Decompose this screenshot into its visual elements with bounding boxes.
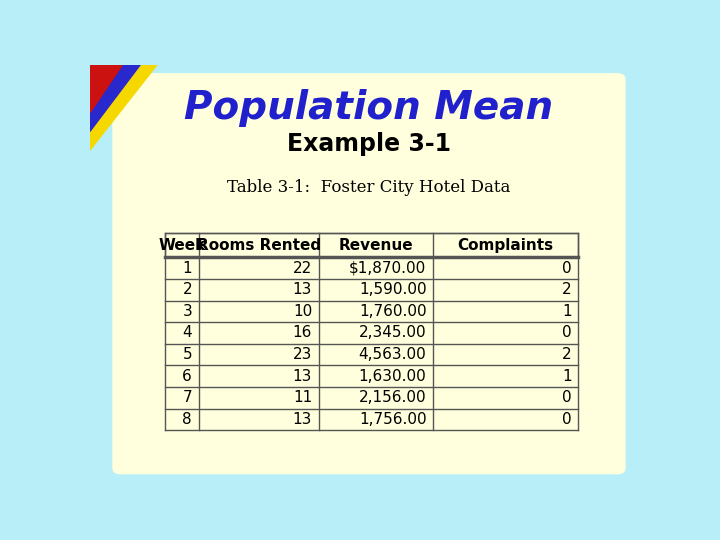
- Text: Revenue: Revenue: [338, 238, 413, 253]
- Text: 22: 22: [293, 261, 312, 275]
- Text: 1: 1: [562, 369, 572, 384]
- Text: Week: Week: [158, 238, 206, 253]
- Bar: [166, 301, 578, 322]
- Text: 2,345.00: 2,345.00: [359, 326, 426, 341]
- Text: Rooms Rented: Rooms Rented: [197, 238, 321, 253]
- Text: 0: 0: [562, 261, 572, 275]
- Text: 1,630.00: 1,630.00: [359, 369, 426, 384]
- Bar: [166, 258, 578, 279]
- Text: 1,590.00: 1,590.00: [359, 282, 426, 297]
- Text: 3: 3: [182, 304, 192, 319]
- Text: $1,870.00: $1,870.00: [349, 261, 426, 275]
- Text: 8: 8: [182, 412, 192, 427]
- Bar: [166, 279, 578, 301]
- FancyBboxPatch shape: [112, 73, 626, 474]
- Text: 2: 2: [562, 347, 572, 362]
- Bar: [166, 233, 578, 258]
- Text: 4: 4: [182, 326, 192, 341]
- Bar: [166, 322, 578, 344]
- Text: 0: 0: [562, 390, 572, 406]
- Polygon shape: [90, 65, 157, 150]
- Text: 10: 10: [293, 304, 312, 319]
- Bar: [166, 387, 578, 409]
- Bar: [166, 366, 578, 387]
- Text: Table 3-1:  Foster City Hotel Data: Table 3-1: Foster City Hotel Data: [228, 179, 510, 196]
- Text: 13: 13: [293, 412, 312, 427]
- Text: 1: 1: [182, 261, 192, 275]
- Text: 2: 2: [182, 282, 192, 297]
- Text: 2,156.00: 2,156.00: [359, 390, 426, 406]
- Bar: [166, 344, 578, 366]
- Text: 13: 13: [293, 369, 312, 384]
- Polygon shape: [90, 65, 140, 131]
- Text: 1: 1: [562, 304, 572, 319]
- Text: 7: 7: [182, 390, 192, 406]
- Text: Population Mean: Population Mean: [184, 90, 554, 127]
- Text: 2: 2: [562, 282, 572, 297]
- Text: 16: 16: [293, 326, 312, 341]
- Text: 23: 23: [293, 347, 312, 362]
- Text: 1,760.00: 1,760.00: [359, 304, 426, 319]
- Text: 0: 0: [562, 412, 572, 427]
- Text: Example 3-1: Example 3-1: [287, 132, 451, 156]
- Text: Complaints: Complaints: [458, 238, 554, 253]
- Text: 13: 13: [293, 282, 312, 297]
- Text: 1,756.00: 1,756.00: [359, 412, 426, 427]
- Text: 0: 0: [562, 326, 572, 341]
- Text: 5: 5: [182, 347, 192, 362]
- Bar: [166, 409, 578, 430]
- Text: 4,563.00: 4,563.00: [359, 347, 426, 362]
- Polygon shape: [90, 65, 122, 113]
- Text: 6: 6: [182, 369, 192, 384]
- Text: 11: 11: [293, 390, 312, 406]
